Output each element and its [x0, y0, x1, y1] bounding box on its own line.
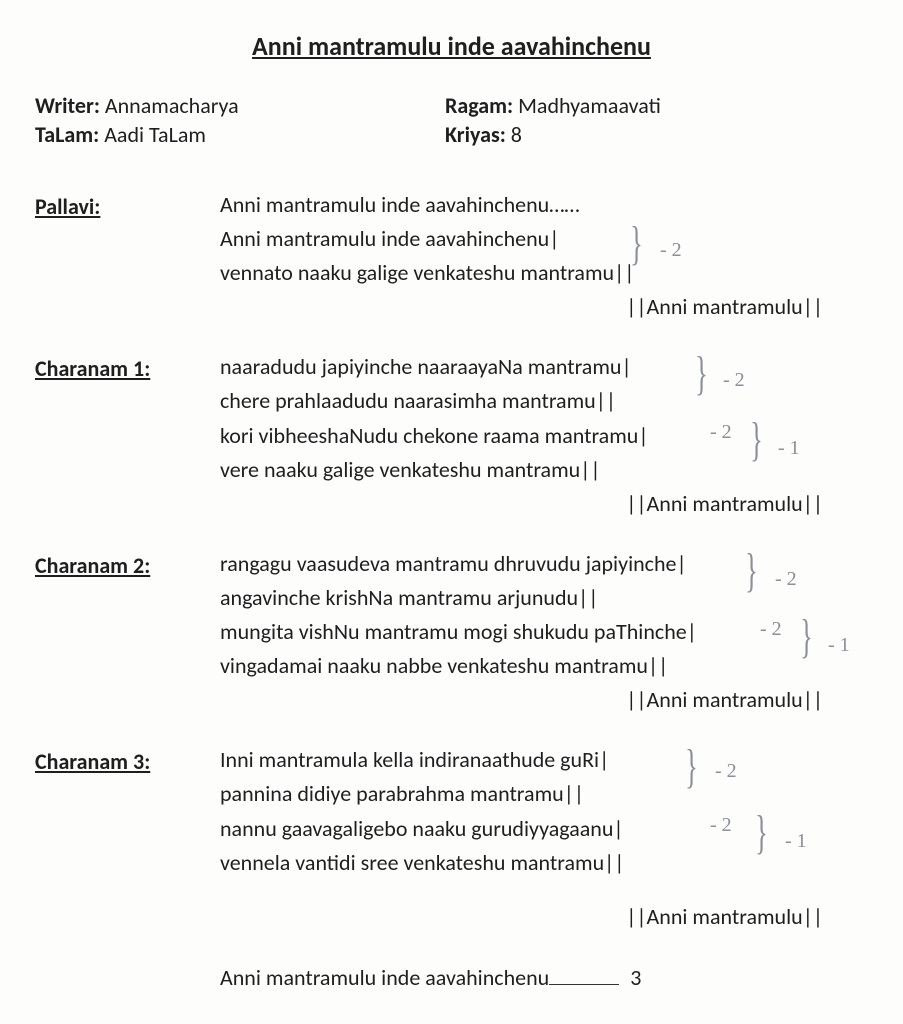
pallavi-line-3: vennato naaku galige venkateshu mantramu…: [220, 256, 868, 290]
ch1-line-4: vere naaku galige venkateshu mantramu||: [220, 453, 868, 487]
coda-blank-line: [549, 984, 619, 985]
ch1-line-3: kori vibheeshaNudu chekone raama mantram…: [220, 419, 868, 453]
ch3-line-3: nannu gaavagaligebo naaku gurudiyyagaanu…: [220, 812, 868, 846]
coda-text: Anni mantramulu inde aavahinchenu: [220, 964, 549, 991]
ch2-refrain: ||Anni mantramulu||: [220, 683, 868, 717]
coda-count: 3: [630, 964, 641, 991]
ragam-label: Ragam:: [445, 92, 513, 119]
ch2-line-1: rangagu vaasudeva mantramu dhruvudu japi…: [220, 547, 868, 581]
writer-label: Writer:: [35, 92, 100, 119]
ch2-line-4: vingadamai naaku nabbe venkateshu mantra…: [220, 649, 868, 683]
section-charanam-2: Charanam 2: rangagu vaasudeva mantramu d…: [35, 547, 868, 717]
ch3-refrain: ||Anni mantramulu||: [220, 900, 868, 934]
section-charanam-1: Charanam 1: naaradudu japiyinche naaraay…: [35, 350, 868, 520]
talam-label: TaLam:: [35, 121, 99, 148]
charanam-3-label: Charanam 3:: [35, 743, 220, 933]
ch1-line-2: chere prahlaadudu naarasimha mantramu||: [220, 384, 868, 418]
talam-value: Aadi TaLam: [99, 121, 206, 148]
pallavi-line-2: Anni mantramulu inde aavahinchenu|: [220, 222, 868, 256]
kriyas-label: Kriyas:: [445, 121, 506, 148]
pallavi-refrain: ||Anni mantramulu||: [220, 290, 868, 324]
ch2-line-2: angavinche krishNa mantramu arjunudu||: [220, 581, 868, 615]
pallavi-line-1: Anni mantramulu inde aavahinchenu……: [220, 188, 868, 222]
ch3-line-4: vennela vantidi sree venkateshu mantramu…: [220, 846, 868, 880]
meta-row-2: TaLam: Aadi TaLam Kriyas: 8: [35, 121, 868, 148]
charanam-2-label: Charanam 2:: [35, 547, 220, 717]
kriyas-value: 8: [506, 121, 522, 148]
meta-row-1: Writer: Annamacharya Ragam: Madhyamaavat…: [35, 92, 868, 119]
ch1-refrain: ||Anni mantramulu||: [220, 487, 868, 521]
ragam-value: Madhyamaavati: [513, 92, 661, 119]
ch2-line-3: mungita vishNu mantramu mogi shukudu paT…: [220, 615, 868, 649]
ch3-line-1: Inni mantramula kella indiranaathude guR…: [220, 743, 868, 777]
ch3-line-2: pannina didiye parabrahma mantramu||: [220, 777, 868, 811]
coda-row: Anni mantramulu inde aavahinchenu 3: [35, 964, 868, 991]
writer-value: Annamacharya: [100, 92, 239, 119]
ch1-line-1: naaradudu japiyinche naaraayaNa mantramu…: [220, 350, 868, 384]
section-pallavi: Pallavi: Anni mantramulu inde aavahinche…: [35, 188, 868, 324]
pallavi-label: Pallavi:: [35, 188, 220, 324]
charanam-1-label: Charanam 1:: [35, 350, 220, 520]
section-charanam-3: Charanam 3: Inni mantramula kella indira…: [35, 743, 868, 933]
song-title: Anni mantramulu inde aavahinchenu: [35, 30, 868, 62]
